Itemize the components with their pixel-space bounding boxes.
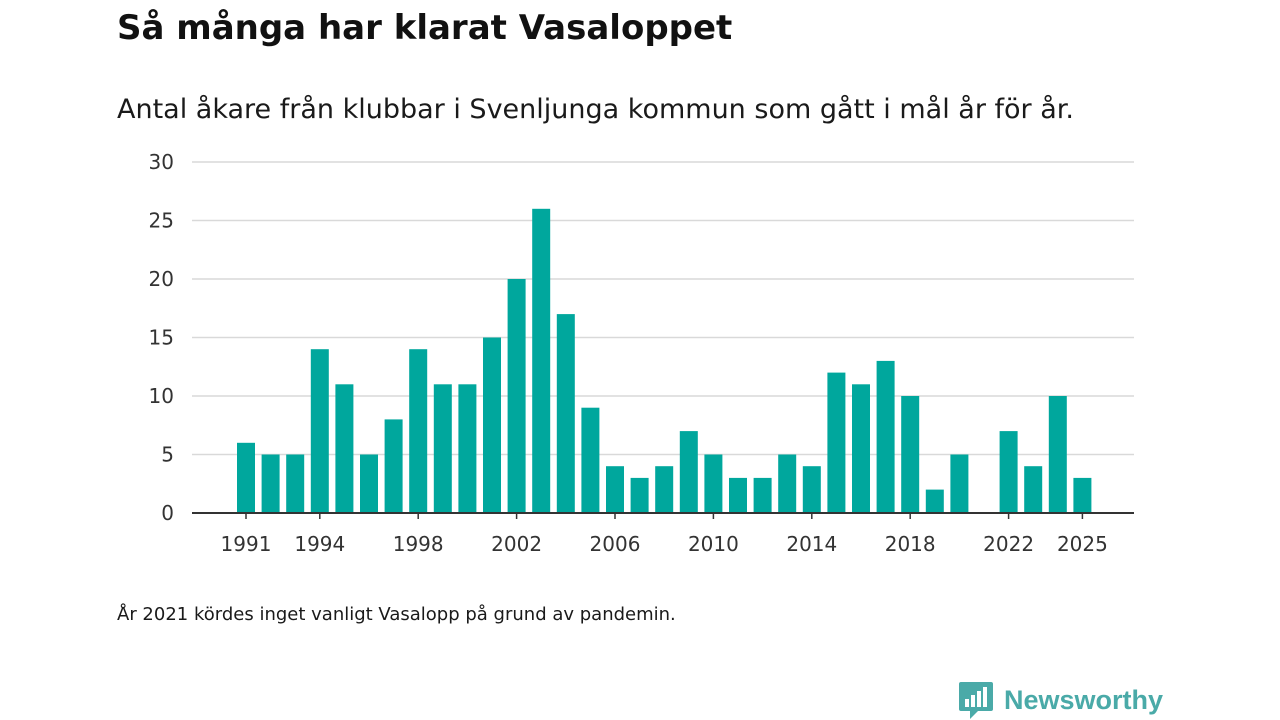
bar (901, 396, 920, 513)
bar (950, 454, 969, 513)
y-tick-label: 5 (161, 443, 174, 467)
y-tick-label: 20 (149, 267, 174, 291)
chart-subtitle: Antal åkare från klubbar i Svenljunga ko… (117, 94, 1074, 125)
bar (802, 466, 821, 513)
chart-title: Så många har klarat Vasaloppet (117, 8, 733, 48)
bar (261, 454, 280, 513)
x-tick-label: 1998 (393, 532, 444, 556)
bar (581, 407, 600, 513)
bar (310, 349, 329, 513)
y-tick-label: 15 (149, 326, 174, 350)
newsworthy-logo-icon (959, 682, 993, 719)
x-tick-label: 2018 (885, 532, 936, 556)
y-tick-label: 30 (149, 150, 174, 174)
bar (606, 466, 624, 513)
bar (286, 454, 305, 513)
bar (876, 360, 895, 513)
bar (384, 419, 403, 513)
bar (630, 477, 649, 513)
x-tick-label: 2010 (688, 532, 739, 556)
bar (729, 477, 747, 513)
y-tick-label: 10 (149, 384, 174, 408)
x-tick-label: 2025 (1057, 532, 1108, 556)
bar (335, 384, 354, 513)
bar (925, 489, 944, 513)
bar (1024, 466, 1043, 513)
bar (1073, 477, 1092, 513)
x-tick-label: 2014 (786, 532, 837, 556)
bar (778, 454, 797, 513)
footnote: År 2021 kördes inget vanligt Vasalopp på… (117, 604, 676, 625)
bar (827, 372, 846, 513)
bar (999, 431, 1018, 513)
x-tick-label: 2002 (491, 532, 542, 556)
bar (753, 477, 772, 513)
bar (852, 384, 870, 513)
y-tick-label: 0 (161, 501, 174, 525)
bar (458, 384, 477, 513)
bar (556, 314, 575, 513)
x-tick-label: 2006 (590, 532, 641, 556)
bar (433, 384, 452, 513)
bar (360, 454, 378, 513)
bar (483, 337, 501, 513)
bar (409, 349, 428, 513)
bar (679, 431, 698, 513)
bar (507, 279, 526, 513)
brand-name: Newsworthy (1004, 684, 1164, 715)
bar (1048, 396, 1067, 513)
bar (237, 442, 255, 513)
y-tick-label: 25 (149, 209, 174, 233)
bar (532, 208, 551, 514)
bar (704, 454, 723, 513)
x-tick-label: 2022 (983, 532, 1034, 556)
bar (655, 466, 674, 513)
x-tick-label: 1991 (221, 532, 272, 556)
brand-logo: Newsworthy (958, 680, 1163, 720)
x-tick-label: 1994 (294, 532, 345, 556)
